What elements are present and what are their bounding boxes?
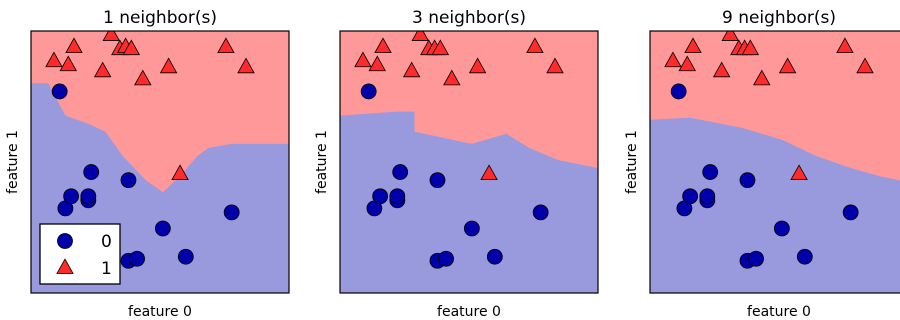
point-class-1	[712, 61, 731, 78]
point-class-1	[678, 55, 697, 72]
point-class-1	[102, 31, 121, 41]
point-class-0	[360, 83, 377, 100]
legend: 01	[39, 223, 121, 285]
point-class-0	[392, 164, 409, 180]
point-class-0	[129, 250, 145, 267]
legend-label-0: 0	[101, 232, 112, 252]
point-class-0	[796, 248, 813, 265]
legend-box	[39, 223, 121, 285]
legend-marker-0	[57, 233, 73, 249]
point-class-1	[778, 57, 797, 74]
point-class-1	[664, 51, 682, 68]
point-class-1	[753, 69, 771, 86]
x-axis-label: feature 0	[437, 304, 501, 320]
point-class-1	[45, 51, 63, 68]
plot-frame	[649, 30, 900, 294]
point-class-0	[177, 248, 194, 265]
point-class-1	[443, 69, 461, 86]
point-class-1	[122, 39, 141, 56]
point-class-0	[223, 204, 240, 221]
point-class-1	[374, 37, 392, 54]
point-class-0	[438, 250, 454, 267]
point-class-0	[80, 188, 97, 205]
plot-frame	[30, 30, 290, 294]
point-class-1	[402, 61, 421, 78]
data-points	[45, 31, 255, 269]
point-class-0	[51, 83, 68, 100]
point-class-0	[670, 83, 687, 100]
point-class-1	[684, 37, 702, 54]
point-class-0	[739, 172, 756, 189]
point-class-1	[790, 164, 808, 181]
x-axis-label: feature 0	[747, 304, 811, 320]
region-class-0	[650, 117, 900, 293]
point-class-0	[120, 172, 137, 189]
region-class-0	[340, 111, 598, 293]
decision-regions	[650, 31, 900, 293]
point-class-0	[389, 188, 406, 205]
legend-label-1: 1	[101, 259, 112, 279]
knn-panel-3: 9 neighbor(s) feature 0 feature 1	[624, 8, 900, 320]
point-class-0	[154, 220, 171, 237]
point-class-1	[171, 164, 189, 181]
knn-panel-2: 3 neighbor(s) feature 0 feature 1	[314, 8, 599, 320]
point-class-1	[856, 57, 874, 74]
point-class-0	[702, 164, 719, 180]
point-class-0	[63, 188, 80, 205]
point-class-0	[429, 172, 446, 189]
point-class-0	[486, 248, 503, 265]
point-class-1	[411, 31, 430, 41]
point-class-1	[526, 37, 544, 54]
point-class-1	[237, 57, 255, 74]
point-class-1	[431, 39, 450, 56]
point-class-0	[532, 204, 549, 221]
y-axis-label: feature 1	[5, 130, 21, 194]
point-class-1	[368, 55, 387, 72]
point-class-1	[546, 57, 564, 74]
point-class-0	[842, 204, 859, 221]
point-class-0	[748, 250, 764, 267]
point-class-0	[699, 188, 716, 205]
point-class-1	[480, 164, 498, 181]
point-class-1	[59, 55, 78, 72]
legend-marker-1	[56, 258, 74, 274]
plot-frame	[339, 30, 599, 294]
data-points	[354, 31, 564, 269]
x-axis-label: feature 0	[128, 304, 192, 320]
point-class-1	[93, 61, 112, 78]
panel-title: 3 neighbor(s)	[412, 8, 526, 28]
decision-regions	[340, 31, 598, 293]
data-points	[664, 31, 874, 269]
point-class-0	[83, 164, 100, 180]
panel-title: 9 neighbor(s)	[722, 8, 836, 28]
point-class-0	[773, 220, 790, 237]
point-class-1	[65, 37, 83, 54]
point-class-0	[682, 188, 699, 205]
point-class-1	[468, 57, 487, 74]
point-class-1	[741, 39, 760, 56]
y-axis-label: feature 1	[314, 130, 330, 194]
y-axis-label: feature 1	[624, 130, 640, 194]
point-class-0	[463, 220, 480, 237]
point-class-1	[134, 69, 152, 86]
panel-title: 1 neighbor(s)	[103, 8, 217, 28]
point-class-1	[354, 51, 372, 68]
point-class-1	[836, 37, 854, 54]
point-class-0	[372, 188, 389, 205]
point-class-1	[721, 31, 740, 41]
point-class-1	[217, 37, 235, 54]
point-class-1	[159, 57, 178, 74]
